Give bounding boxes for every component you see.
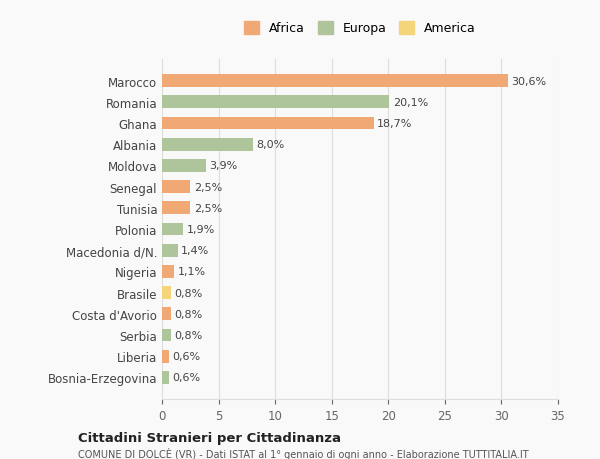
Text: 3,9%: 3,9% bbox=[209, 161, 238, 171]
Text: 0,8%: 0,8% bbox=[175, 309, 203, 319]
Text: Cittadini Stranieri per Cittadinanza: Cittadini Stranieri per Cittadinanza bbox=[78, 431, 341, 444]
Text: 8,0%: 8,0% bbox=[256, 140, 284, 150]
Text: 20,1%: 20,1% bbox=[393, 98, 428, 107]
Bar bbox=[162, 329, 171, 341]
Bar bbox=[162, 223, 184, 236]
Text: 1,1%: 1,1% bbox=[178, 267, 206, 277]
Bar bbox=[162, 139, 253, 151]
Bar bbox=[162, 202, 190, 215]
Text: COMUNE DI DOLCÈ (VR) - Dati ISTAT al 1° gennaio di ogni anno - Elaborazione TUTT: COMUNE DI DOLCÈ (VR) - Dati ISTAT al 1° … bbox=[78, 447, 529, 459]
Text: 18,7%: 18,7% bbox=[377, 119, 412, 129]
Text: 1,4%: 1,4% bbox=[181, 246, 209, 256]
Text: 0,6%: 0,6% bbox=[172, 373, 200, 382]
Bar bbox=[162, 244, 178, 257]
Bar bbox=[162, 75, 508, 88]
Text: 2,5%: 2,5% bbox=[194, 203, 222, 213]
Bar bbox=[162, 118, 374, 130]
Bar bbox=[162, 371, 169, 384]
Text: 0,8%: 0,8% bbox=[175, 288, 203, 298]
Bar bbox=[162, 308, 171, 320]
Text: 30,6%: 30,6% bbox=[512, 77, 547, 86]
Bar bbox=[162, 181, 190, 194]
Bar bbox=[162, 350, 169, 363]
Bar bbox=[162, 286, 171, 299]
Text: 0,8%: 0,8% bbox=[175, 330, 203, 340]
Bar bbox=[162, 96, 389, 109]
Legend: Africa, Europa, America: Africa, Europa, America bbox=[244, 22, 476, 35]
Text: 1,9%: 1,9% bbox=[187, 224, 215, 235]
Text: 2,5%: 2,5% bbox=[194, 182, 222, 192]
Text: 0,6%: 0,6% bbox=[172, 352, 200, 361]
Bar bbox=[162, 160, 206, 173]
Bar bbox=[162, 265, 175, 278]
